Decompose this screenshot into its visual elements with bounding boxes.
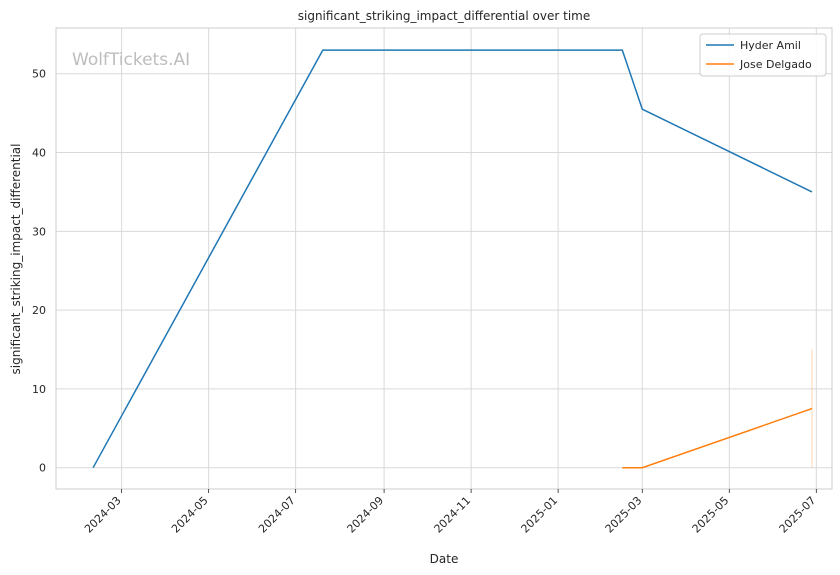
x-tick-label: 2024-05 (169, 494, 211, 536)
series-line-hyder-amil (92, 49, 813, 469)
chart-title: significant_striking_impact_differential… (298, 9, 590, 23)
plot-frame (55, 27, 833, 490)
watermark: WolfTickets.AI (72, 50, 190, 70)
y-tick-label: 10 (32, 383, 46, 396)
series-line-jose-delgado (622, 407, 813, 469)
x-axis-label: Date (430, 552, 459, 566)
y-tick-label: 50 (32, 68, 46, 81)
y-tick-label: 30 (32, 225, 46, 238)
y-axis-ticks: 0 10 20 30 40 50 (32, 68, 46, 475)
x-tick-label: 2024-03 (82, 494, 124, 536)
x-tick-label: 2024-11 (432, 494, 474, 536)
y-axis-label: significant_striking_impact_differential (9, 144, 23, 375)
x-tick-label: 2025-05 (690, 494, 732, 536)
x-tick-label: 2025-07 (777, 494, 819, 536)
x-tick-label: 2024-07 (256, 494, 298, 536)
legend: Hyder Amil Jose Delgado (699, 33, 827, 77)
y-tick-label: 40 (32, 147, 46, 160)
series-layer (92, 49, 813, 469)
x-tick-label: 2024-09 (345, 494, 387, 536)
x-tick-label: 2025-01 (519, 494, 561, 536)
grid-lines (56, 28, 832, 489)
y-tick-label: 20 (32, 304, 46, 317)
x-axis-ticks: 2024-03 2024-05 2024-07 2024-09 2024-11 2025-… (82, 489, 818, 536)
legend-label-hyder-amil: Hyder Amil (740, 39, 801, 52)
x-tick-label: 2025-03 (603, 494, 645, 536)
legend-label-jose-delgado: Jose Delgado (739, 58, 812, 71)
y-tick-label: 0 (39, 462, 46, 475)
